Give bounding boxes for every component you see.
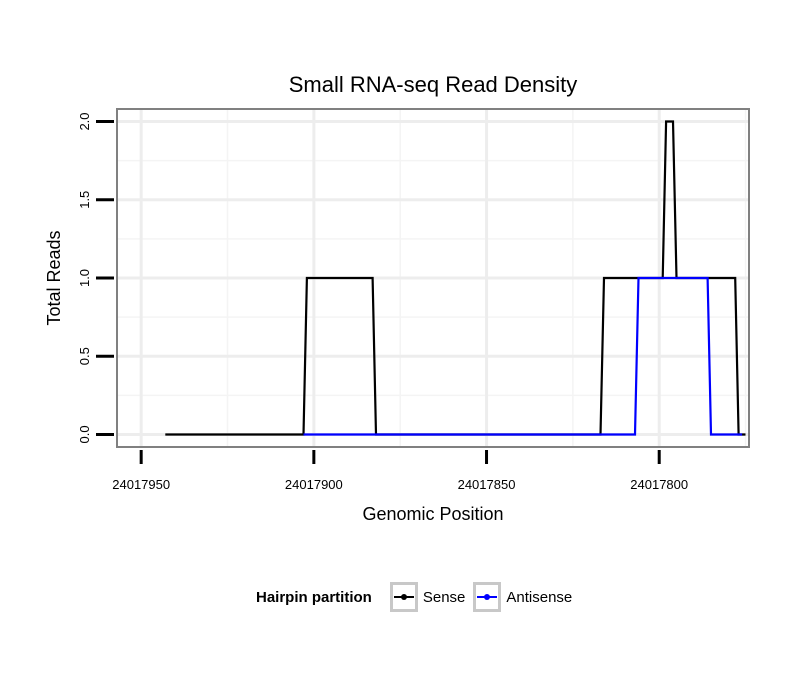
legend-key-sense bbox=[389, 582, 418, 612]
x-axis-title: Genomic Position bbox=[362, 504, 503, 524]
legend-item-antisense: Antisense bbox=[473, 582, 572, 612]
legend-label-antisense: Antisense bbox=[506, 588, 573, 606]
x-tick-label: 24017850 bbox=[458, 477, 516, 492]
y-tick-label: 1.5 bbox=[77, 191, 92, 209]
y-axis: 0.0 0.5 1.0 1.5 2.0 bbox=[77, 112, 114, 444]
legend: Hairpin partition Sense Antisense bbox=[256, 578, 580, 616]
x-tick-label: 24017900 bbox=[285, 477, 343, 492]
x-axis: 24017950 24017900 24017850 24017800 bbox=[112, 450, 688, 492]
plot-border bbox=[116, 108, 750, 448]
legend-item-sense: Sense bbox=[389, 582, 466, 612]
minor-grid bbox=[117, 109, 749, 447]
y-tick-label: 0.0 bbox=[77, 425, 92, 443]
series-line-antisense bbox=[303, 276, 743, 436]
x-tick-label: 24017800 bbox=[630, 477, 688, 492]
series-layer bbox=[165, 120, 746, 436]
series-line-sense bbox=[165, 120, 746, 436]
legend-key-antisense bbox=[473, 582, 502, 612]
x-tick-label: 24017950 bbox=[112, 477, 170, 492]
chart-title: Small RNA-seq Read Density bbox=[289, 72, 578, 97]
y-tick-label: 0.5 bbox=[77, 347, 92, 365]
y-tick-label: 2.0 bbox=[77, 112, 92, 130]
y-axis-title: Total Reads bbox=[44, 230, 64, 325]
y-tick-label: 1.0 bbox=[77, 269, 92, 287]
legend-label-sense: Sense bbox=[422, 588, 466, 606]
legend-title: Hairpin partition bbox=[256, 588, 372, 606]
